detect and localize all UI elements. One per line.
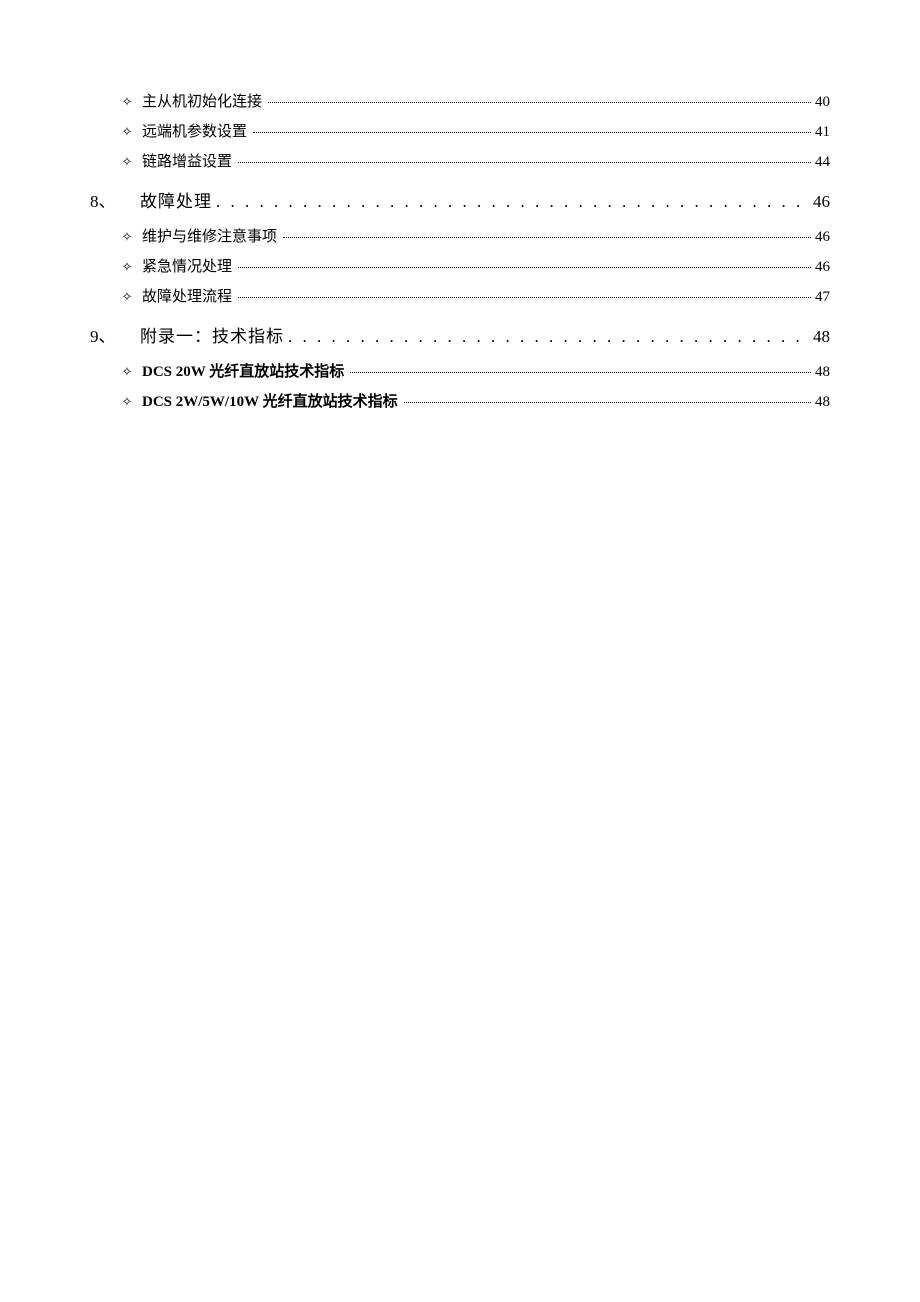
toc-item-label: DCS 2W/5W/10W 光纤直放站技术指标 xyxy=(142,390,402,414)
toc-sub-item: ✧ DCS 20W 光纤直放站技术指标 48 xyxy=(112,360,830,384)
toc-leader-dots xyxy=(268,102,811,103)
toc-item-label: DCS 20W 光纤直放站技术指标 xyxy=(142,360,348,384)
toc-item-page: 46 xyxy=(813,225,830,249)
diamond-bullet-icon: ✧ xyxy=(112,92,142,113)
toc-item-label: 维护与维修注意事项 xyxy=(142,225,281,249)
toc-leader-dots xyxy=(404,402,811,403)
toc-sub-item: ✧ 主从机初始化连接 40 xyxy=(112,90,830,114)
toc-sub-item: ✧ 故障处理流程 47 xyxy=(112,285,830,309)
toc-section-page: 48 xyxy=(809,323,830,350)
toc-sub-item: ✧ 远端机参数设置 41 xyxy=(112,120,830,144)
toc-section-number: 9、 xyxy=(90,323,140,350)
toc-item-label: 主从机初始化连接 xyxy=(142,90,266,114)
toc-section-page: 46 xyxy=(809,188,830,215)
toc-leader-dots xyxy=(238,162,811,163)
toc-group-8: ✧ 维护与维修注意事项 46 ✧ 紧急情况处理 46 ✧ 故障处理流程 47 xyxy=(112,225,830,309)
toc-leader-dots xyxy=(350,372,811,373)
toc-container: ✧ 主从机初始化连接 40 ✧ 远端机参数设置 41 ✧ 链路增益设置 44 8… xyxy=(90,90,830,414)
toc-item-label: 链路增益设置 xyxy=(142,150,236,174)
toc-main-item-9: 9、 附录一：技术指标 . . . . . . . . . . . . . . … xyxy=(90,323,830,350)
toc-section-label: 附录一：技术指标 xyxy=(140,323,288,350)
diamond-bullet-icon: ✧ xyxy=(112,227,142,248)
diamond-bullet-icon: ✧ xyxy=(112,257,142,278)
toc-sub-item: ✧ 维护与维修注意事项 46 xyxy=(112,225,830,249)
diamond-bullet-icon: ✧ xyxy=(112,287,142,308)
toc-leader-dots-main: . . . . . . . . . . . . . . . . . . . . … xyxy=(288,323,809,350)
toc-leader-dots xyxy=(238,297,811,298)
toc-item-label: 紧急情况处理 xyxy=(142,255,236,279)
toc-item-page: 46 xyxy=(813,255,830,279)
toc-item-page: 47 xyxy=(813,285,830,309)
diamond-bullet-icon: ✧ xyxy=(112,152,142,173)
toc-leader-dots xyxy=(253,132,811,133)
toc-item-page: 40 xyxy=(813,90,830,114)
toc-item-page: 48 xyxy=(813,390,830,414)
toc-section-number: 8、 xyxy=(90,188,140,215)
diamond-bullet-icon: ✧ xyxy=(112,362,142,383)
toc-sub-item: ✧ DCS 2W/5W/10W 光纤直放站技术指标 48 xyxy=(112,390,830,414)
toc-item-page: 44 xyxy=(813,150,830,174)
toc-group-9: ✧ DCS 20W 光纤直放站技术指标 48 ✧ DCS 2W/5W/10W 光… xyxy=(112,360,830,414)
toc-item-label: 远端机参数设置 xyxy=(142,120,251,144)
diamond-bullet-icon: ✧ xyxy=(112,122,142,143)
toc-leader-dots xyxy=(283,237,811,238)
toc-sub-item: ✧ 链路增益设置 44 xyxy=(112,150,830,174)
toc-item-page: 41 xyxy=(813,120,830,144)
toc-group-1: ✧ 主从机初始化连接 40 ✧ 远端机参数设置 41 ✧ 链路增益设置 44 xyxy=(112,90,830,174)
toc-leader-dots xyxy=(238,267,811,268)
toc-sub-item: ✧ 紧急情况处理 46 xyxy=(112,255,830,279)
toc-leader-dots-main: . . . . . . . . . . . . . . . . . . . . … xyxy=(216,188,809,215)
toc-section-label: 故障处理 xyxy=(140,188,216,215)
diamond-bullet-icon: ✧ xyxy=(112,392,142,413)
toc-item-page: 48 xyxy=(813,360,830,384)
toc-item-label: 故障处理流程 xyxy=(142,285,236,309)
toc-main-item-8: 8、 故障处理 . . . . . . . . . . . . . . . . … xyxy=(90,188,830,215)
